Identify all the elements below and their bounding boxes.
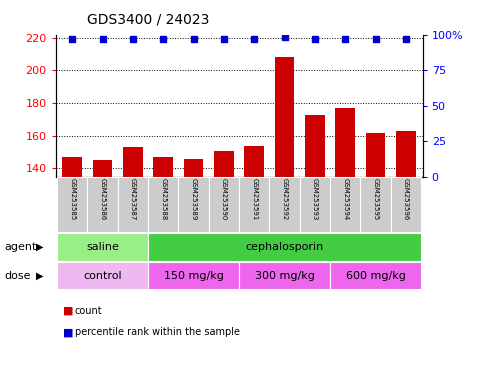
Text: 600 mg/kg: 600 mg/kg: [346, 270, 406, 281]
Text: ▶: ▶: [36, 242, 44, 252]
Bar: [57, 177, 87, 232]
Bar: [396, 131, 416, 177]
Bar: [275, 58, 295, 177]
Text: GSM253591: GSM253591: [251, 178, 257, 221]
Text: GSM253594: GSM253594: [342, 178, 348, 220]
Text: GSM253588: GSM253588: [160, 178, 166, 221]
Bar: [335, 108, 355, 177]
Bar: [93, 160, 113, 177]
Text: GSM253590: GSM253590: [221, 178, 227, 221]
Text: GSM253589: GSM253589: [191, 178, 197, 221]
Text: agent: agent: [5, 242, 37, 252]
Text: GDS3400 / 24023: GDS3400 / 24023: [87, 13, 209, 27]
Bar: [87, 177, 118, 232]
Bar: [57, 233, 148, 261]
Bar: [239, 177, 270, 232]
Text: ■: ■: [63, 306, 73, 316]
Bar: [214, 151, 234, 177]
Bar: [244, 146, 264, 177]
Text: saline: saline: [86, 242, 119, 252]
Bar: [330, 177, 360, 232]
Bar: [330, 262, 421, 290]
Text: dose: dose: [5, 270, 31, 281]
Text: GSM253587: GSM253587: [130, 178, 136, 221]
Bar: [184, 159, 203, 177]
Bar: [360, 177, 391, 232]
Bar: [270, 177, 300, 232]
Text: 150 mg/kg: 150 mg/kg: [164, 270, 224, 281]
Bar: [57, 262, 148, 290]
Bar: [148, 262, 239, 290]
Bar: [123, 147, 143, 177]
Text: GSM253596: GSM253596: [403, 178, 409, 221]
Bar: [209, 177, 239, 232]
Bar: [366, 132, 385, 177]
Text: ■: ■: [63, 327, 73, 337]
Bar: [391, 177, 421, 232]
Bar: [300, 177, 330, 232]
Text: GSM253592: GSM253592: [282, 178, 287, 220]
Bar: [305, 114, 325, 177]
Text: GSM253593: GSM253593: [312, 178, 318, 221]
Text: ▶: ▶: [36, 270, 44, 281]
Bar: [118, 177, 148, 232]
Text: percentile rank within the sample: percentile rank within the sample: [75, 327, 240, 337]
Text: 300 mg/kg: 300 mg/kg: [255, 270, 314, 281]
Bar: [154, 157, 173, 177]
Bar: [178, 177, 209, 232]
Text: GSM253586: GSM253586: [99, 178, 106, 221]
Bar: [148, 177, 178, 232]
Bar: [148, 233, 421, 261]
Text: GSM253585: GSM253585: [69, 178, 75, 220]
Text: control: control: [83, 270, 122, 281]
Text: count: count: [75, 306, 102, 316]
Text: cephalosporin: cephalosporin: [245, 242, 324, 252]
Bar: [62, 157, 82, 177]
Text: GSM253595: GSM253595: [372, 178, 379, 220]
Bar: [239, 262, 330, 290]
